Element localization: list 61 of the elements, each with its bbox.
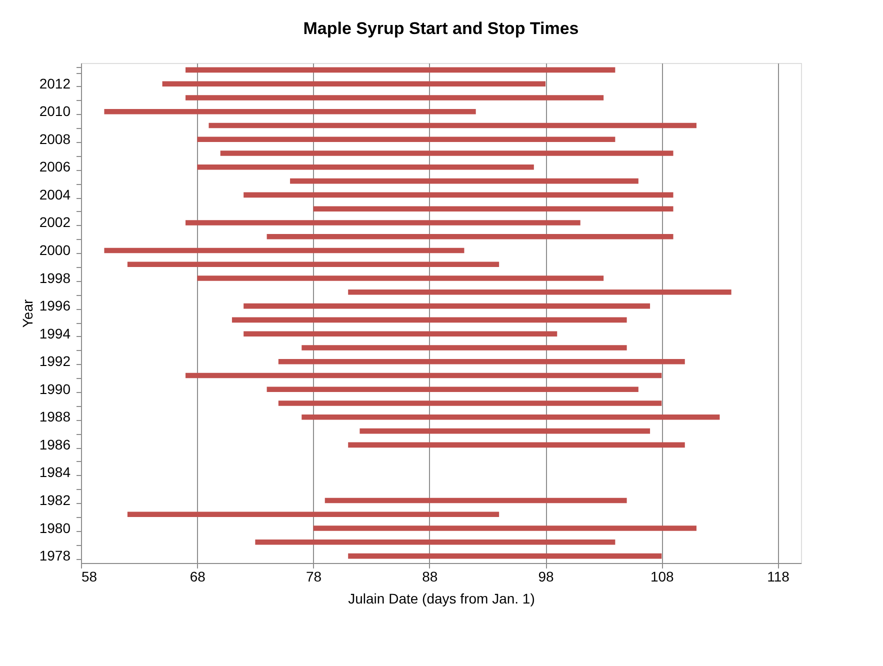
y-tick-label: 1984: [39, 464, 71, 480]
bar: [302, 345, 627, 350]
x-tick-label: 78: [306, 568, 322, 584]
x-tick-label: 98: [538, 568, 554, 584]
x-tick-label: 108: [650, 568, 674, 584]
bar: [324, 498, 627, 504]
y-tick-label: 1982: [39, 492, 71, 508]
bar: [104, 248, 464, 254]
bar: [197, 136, 616, 142]
bar: [290, 178, 638, 184]
bar: [255, 540, 616, 545]
bar: [266, 386, 638, 392]
y-tick-label: 2010: [39, 103, 71, 120]
x-axis-title: Julain Date (days from Jan. 1): [348, 590, 535, 606]
x-tick-label: 118: [767, 568, 790, 584]
bar: [104, 108, 476, 114]
y-tick-label: 2000: [39, 242, 71, 258]
bar: [186, 372, 662, 378]
bar: [348, 290, 732, 295]
bar: [266, 234, 674, 240]
bar: [127, 262, 500, 268]
y-tick-label: 1988: [39, 408, 71, 425]
y-tick-label: 2004: [39, 186, 71, 202]
bar: [244, 303, 650, 309]
bar: [244, 192, 674, 198]
bar: [360, 428, 650, 434]
y-tick-label: 1996: [39, 298, 71, 314]
bar: [127, 512, 500, 518]
bar: [278, 400, 662, 406]
bar: [208, 122, 696, 128]
y-tick-label: 1992: [39, 353, 71, 370]
bar: [348, 442, 685, 448]
bar: [348, 553, 662, 559]
y-tick-label: 1994: [39, 325, 71, 342]
y-tick-label: 1998: [39, 270, 71, 286]
bar: [186, 220, 580, 226]
bar: [197, 276, 604, 281]
x-tick-label: 58: [82, 568, 98, 584]
y-tick-label: 1990: [39, 380, 71, 397]
y-tick-label: 1986: [39, 436, 71, 452]
bar: [302, 414, 720, 420]
x-tick-label: 68: [190, 568, 206, 584]
y-axis-title: Year: [19, 299, 36, 328]
bar: [278, 358, 685, 364]
bar: [186, 67, 616, 73]
y-tick-label: 1980: [39, 520, 71, 536]
bar: [162, 81, 546, 86]
x-tick-label: 88: [422, 568, 438, 584]
bar: [244, 331, 558, 336]
y-tick-label: 1978: [39, 548, 71, 564]
y-tick-label: 2002: [39, 214, 71, 230]
y-tick-label: 2012: [39, 75, 71, 92]
bar: [186, 95, 604, 100]
bar: [313, 526, 696, 531]
y-tick-label: 2006: [39, 158, 71, 175]
chart-title: Maple Syrup Start and Stop Times: [303, 19, 579, 38]
bar: [313, 206, 674, 212]
bar: [220, 150, 674, 156]
y-tick-label: 2008: [39, 130, 71, 147]
bar: [197, 164, 534, 170]
bar: [232, 317, 627, 323]
